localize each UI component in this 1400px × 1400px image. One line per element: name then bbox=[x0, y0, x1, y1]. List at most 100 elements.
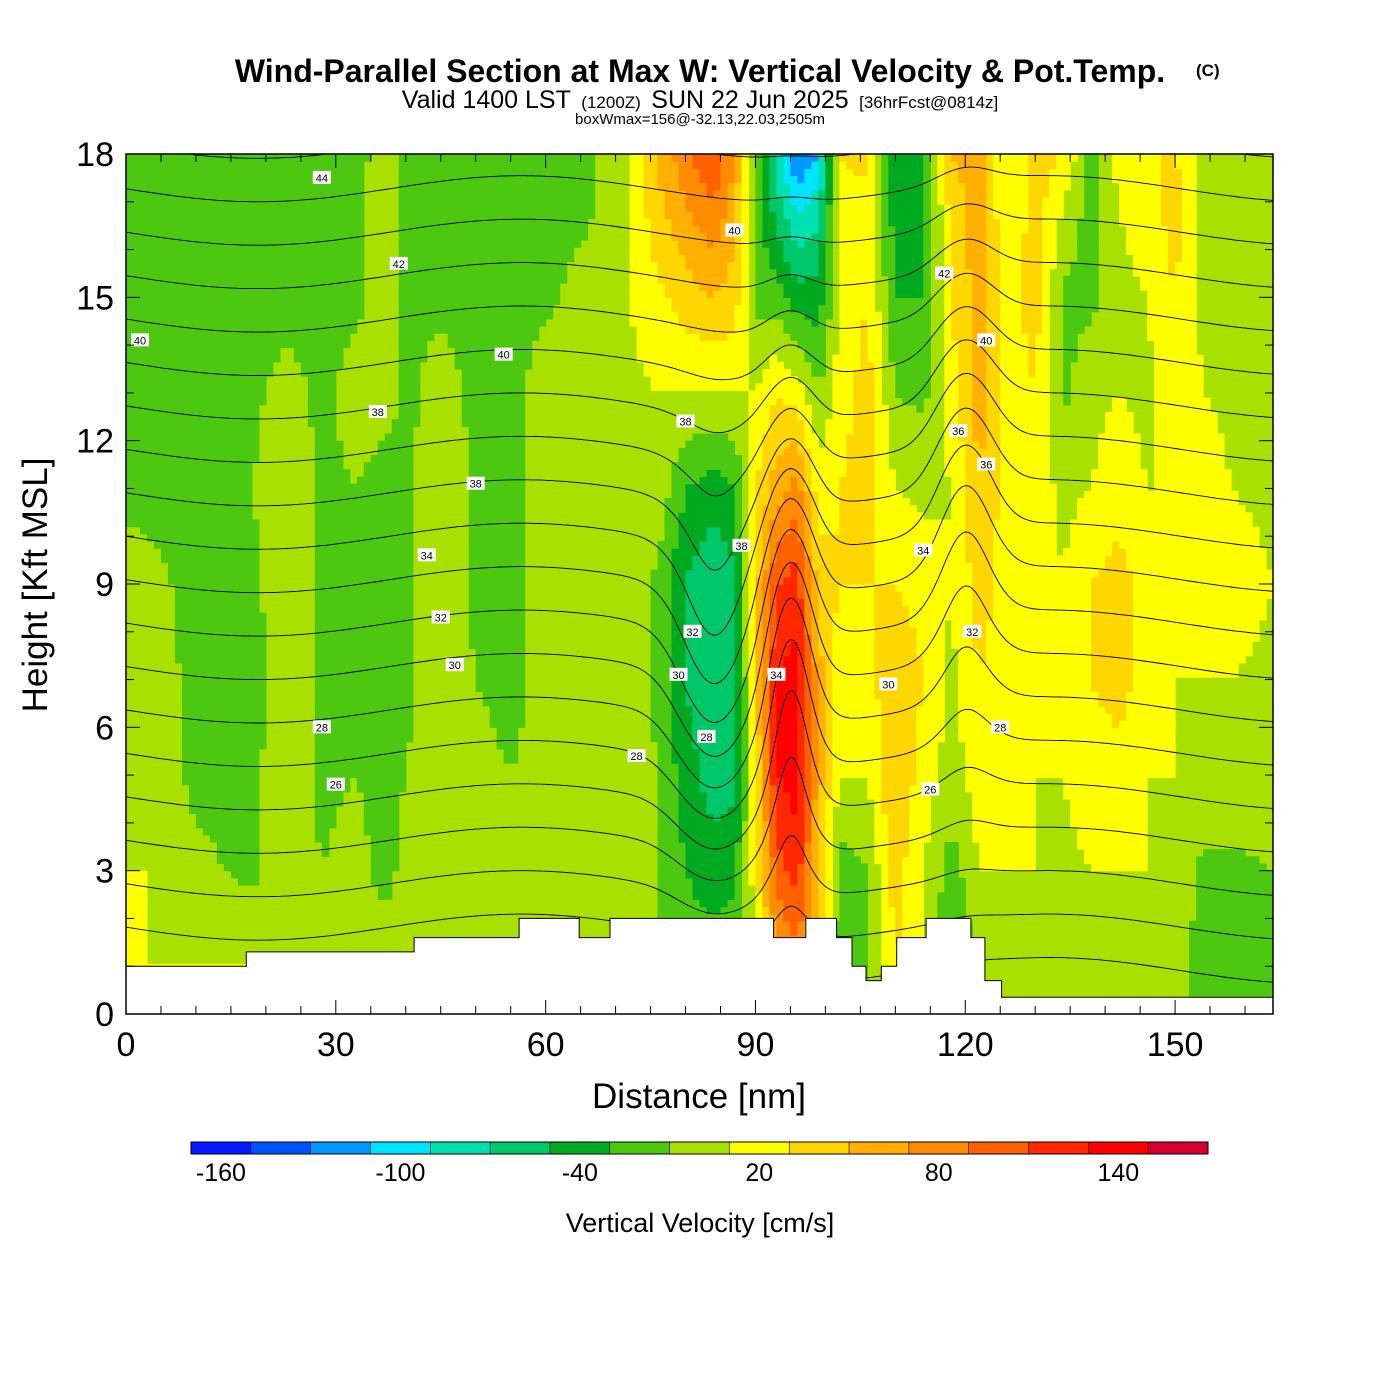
velocity-cell bbox=[370, 483, 379, 492]
velocity-cell bbox=[419, 168, 428, 177]
velocity-cell bbox=[692, 533, 701, 542]
velocity-cell bbox=[412, 419, 421, 427]
velocity-cell bbox=[181, 713, 190, 721]
velocity-cell bbox=[391, 541, 400, 549]
velocity-cell bbox=[356, 483, 365, 492]
velocity-cell bbox=[426, 175, 435, 184]
velocity-cell bbox=[223, 526, 232, 535]
velocity-cell bbox=[643, 304, 652, 313]
velocity-cell bbox=[153, 361, 162, 370]
velocity-cell bbox=[692, 333, 701, 341]
velocity-cell bbox=[678, 777, 687, 786]
velocity-cell bbox=[195, 612, 204, 621]
velocity-cell bbox=[153, 225, 162, 234]
velocity-cell bbox=[146, 505, 155, 513]
velocity-cell bbox=[412, 412, 421, 420]
velocity-cell bbox=[629, 175, 638, 184]
velocity-cell bbox=[370, 842, 379, 850]
velocity-cell bbox=[510, 533, 519, 542]
velocity-cell bbox=[314, 799, 323, 807]
velocity-cell bbox=[153, 490, 162, 499]
velocity-cell bbox=[489, 197, 498, 205]
velocity-cell bbox=[685, 827, 694, 836]
velocity-cell bbox=[209, 627, 218, 635]
velocity-cell bbox=[510, 748, 519, 757]
velocity-cell bbox=[384, 648, 393, 657]
velocity-cell bbox=[657, 333, 666, 341]
velocity-cell bbox=[643, 354, 652, 363]
velocity-cell bbox=[300, 197, 309, 205]
velocity-cell bbox=[356, 670, 365, 678]
velocity-cell bbox=[237, 555, 246, 564]
velocity-cell bbox=[321, 290, 330, 298]
velocity-cell bbox=[510, 254, 519, 263]
velocity-cell bbox=[629, 154, 638, 162]
velocity-cell bbox=[244, 705, 253, 714]
velocity-cell bbox=[657, 290, 666, 298]
velocity-cell bbox=[370, 648, 379, 657]
velocity-cell bbox=[356, 304, 365, 313]
velocity-cell bbox=[510, 376, 519, 384]
velocity-cell bbox=[510, 720, 519, 728]
velocity-cell bbox=[195, 756, 204, 764]
velocity-cell bbox=[405, 648, 414, 657]
velocity-cell bbox=[126, 440, 134, 449]
velocity-cell bbox=[489, 390, 498, 399]
velocity-cell bbox=[188, 541, 197, 549]
velocity-cell bbox=[251, 390, 260, 399]
velocity-cell bbox=[398, 154, 407, 162]
velocity-cell bbox=[503, 591, 512, 599]
velocity-cell bbox=[503, 462, 512, 470]
velocity-cell bbox=[363, 677, 372, 685]
velocity-cell bbox=[650, 268, 659, 277]
velocity-cell bbox=[223, 383, 232, 392]
velocity-cell bbox=[440, 275, 449, 284]
velocity-cell bbox=[419, 175, 428, 184]
velocity-cell bbox=[237, 705, 246, 714]
velocity-cell bbox=[384, 526, 393, 535]
velocity-cell bbox=[126, 376, 134, 384]
velocity-cell bbox=[195, 268, 204, 277]
velocity-cell bbox=[377, 440, 386, 449]
velocity-cell bbox=[251, 842, 260, 850]
velocity-cell bbox=[552, 290, 561, 298]
velocity-cell bbox=[685, 490, 694, 499]
velocity-cell bbox=[377, 598, 386, 607]
velocity-cell bbox=[307, 218, 316, 227]
velocity-cell bbox=[216, 813, 225, 822]
velocity-cell bbox=[146, 440, 155, 449]
velocity-cell bbox=[433, 168, 442, 177]
velocity-cell bbox=[496, 275, 505, 284]
velocity-cell bbox=[384, 476, 393, 485]
velocity-cell bbox=[237, 634, 246, 642]
velocity-cell bbox=[223, 748, 232, 757]
velocity-cell bbox=[230, 390, 239, 399]
velocity-cell bbox=[657, 648, 666, 657]
velocity-cell bbox=[132, 440, 141, 449]
velocity-cell bbox=[258, 333, 267, 341]
velocity-cell bbox=[126, 877, 134, 886]
velocity-cell bbox=[657, 641, 666, 650]
velocity-cell bbox=[391, 469, 400, 478]
velocity-cell bbox=[251, 605, 260, 614]
velocity-cell bbox=[202, 275, 211, 284]
velocity-cell bbox=[356, 154, 365, 162]
velocity-cell bbox=[251, 720, 260, 728]
velocity-cell bbox=[251, 877, 260, 886]
velocity-cell bbox=[650, 691, 659, 700]
velocity-cell bbox=[223, 756, 232, 764]
velocity-cell bbox=[419, 290, 428, 298]
velocity-cell bbox=[678, 318, 687, 327]
velocity-cell bbox=[146, 326, 155, 334]
velocity-cell bbox=[307, 175, 316, 184]
velocity-cell bbox=[174, 340, 183, 349]
velocity-cell bbox=[126, 168, 134, 177]
velocity-cell bbox=[237, 598, 246, 607]
velocity-cell bbox=[692, 447, 701, 456]
velocity-cell bbox=[391, 763, 400, 771]
velocity-cell bbox=[699, 526, 708, 535]
velocity-cell bbox=[629, 182, 638, 191]
velocity-cell bbox=[132, 283, 141, 291]
velocity-cell bbox=[678, 505, 687, 513]
velocity-cell bbox=[153, 240, 162, 248]
